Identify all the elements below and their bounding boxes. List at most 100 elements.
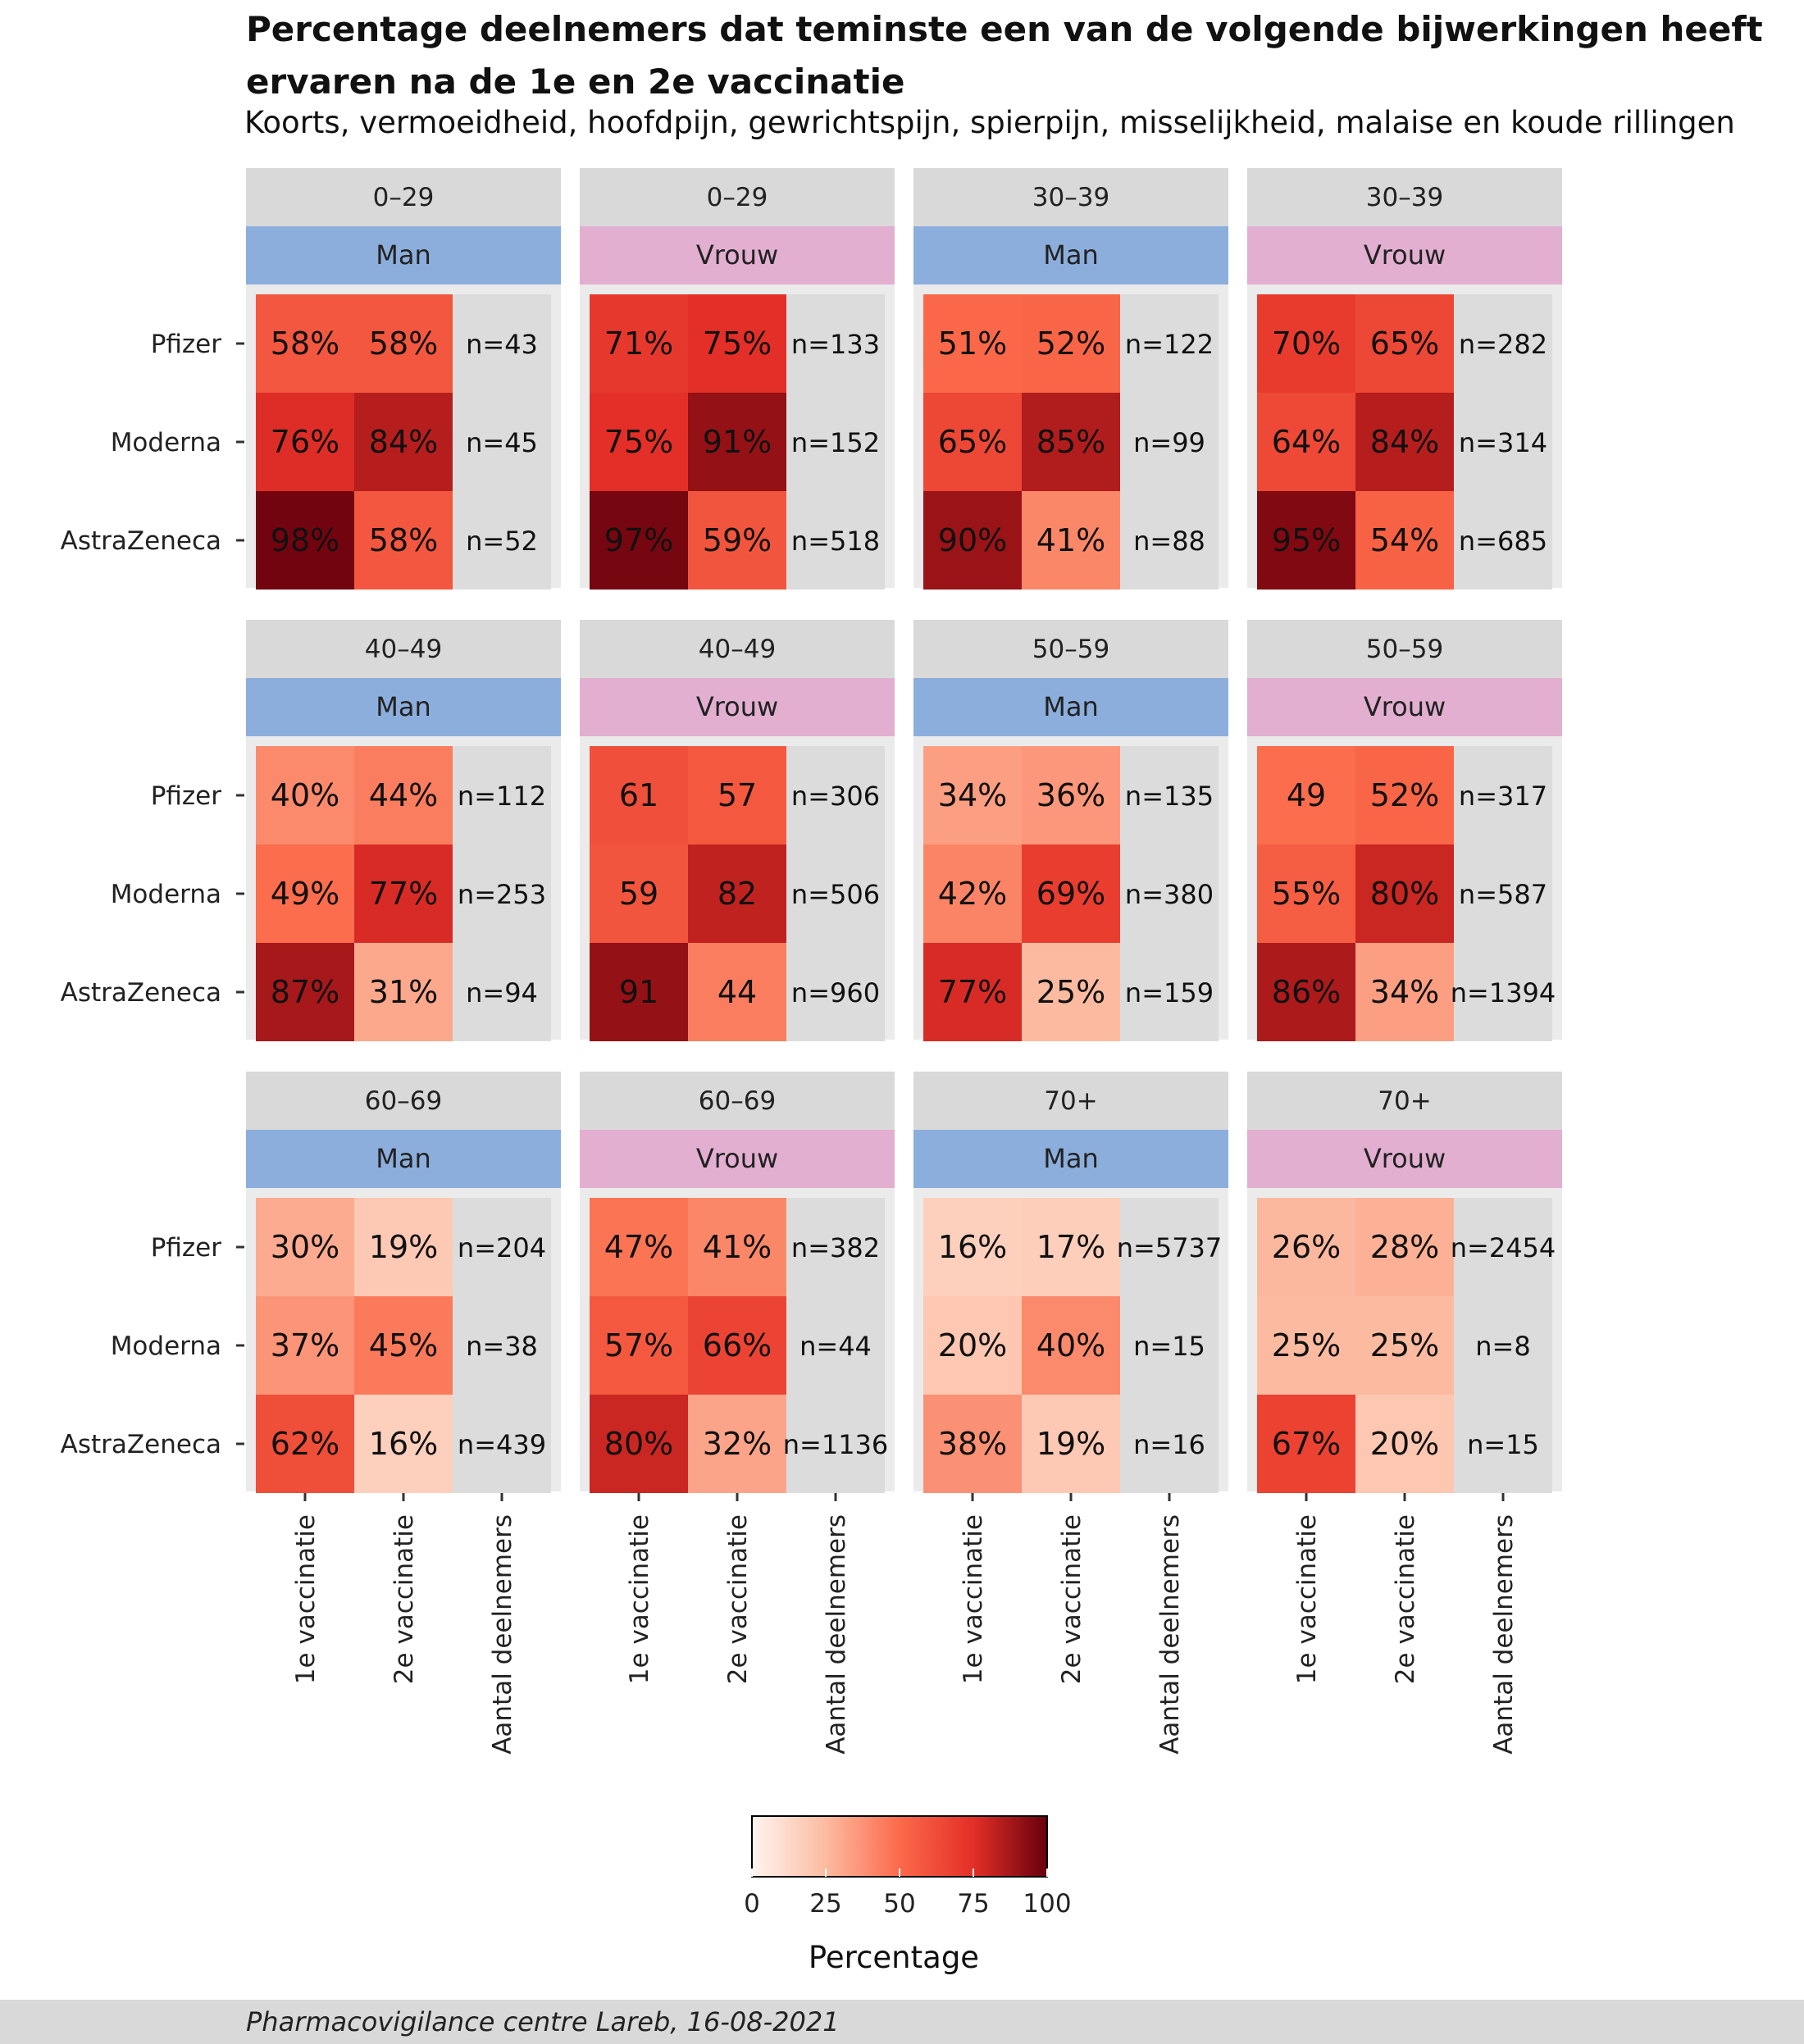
sex-strip-label: Man [1043,1143,1099,1174]
count-cell [1120,393,1219,491]
y-axis-tick-label: AstraZeneca [61,526,221,556]
count-label: n=122 [1125,329,1214,360]
legend-tick-label: 0 [744,1889,760,1919]
facet-panel: 40–49 Vrouw 61 57 n=306 59 82 n=506 91 44 n=960 [580,620,895,1041]
facet-panel: 70+ Vrouw 26% 28% n=2454 25% 25% n=8 67% 20% n=15 1… [1247,1072,1562,1755]
age-strip-label: 60–69 [365,1086,442,1116]
heat-cell [688,746,786,844]
x-axis-tick-label: 2e vaccinatie [390,1514,419,1684]
sex-strip-label: Man [376,691,431,722]
cell-value-label: 62% [271,1426,339,1462]
sex-strip [1247,678,1562,736]
cell-value-label: 76% [271,424,339,460]
facet-panel: 0–29 Man 58% 58% n=43 76% 84% n=45 98% 58% n=52 Pfi… [61,168,561,590]
count-label: n=1136 [783,1429,889,1460]
cell-value-label: 38% [938,1426,1007,1462]
cell-value-label: 85% [1036,424,1105,460]
heat-cell [923,943,1022,1041]
facet-panel: 50–59 Man 34% 36% n=135 42% 69% n=380 77% 25% n=15… [913,620,1228,1041]
count-cell [1454,1198,1552,1296]
legend-tick-label: 100 [1023,1889,1071,1919]
age-strip-label: 30–39 [1366,183,1443,212]
heat-cell [590,1296,688,1395]
count-cell [786,1296,885,1395]
cell-value-label: 44 [718,974,757,1010]
cell-value-label: 19% [1036,1426,1105,1462]
count-label: n=204 [458,1232,546,1263]
count-label: n=112 [458,781,546,812]
heat-cell [354,1296,453,1395]
count-label: n=960 [791,977,880,1008]
facet-panel: 70+ Man 16% 17% n=5737 20% 40% n=15 38% 19% n=16 1e… [913,1072,1228,1755]
count-label: n=282 [1459,329,1547,360]
count-cell [1454,943,1552,1041]
cell-value-label: 86% [1272,974,1341,1010]
cell-value-label: 58% [369,522,438,558]
sex-strip-label: Vrouw [1364,239,1446,271]
heat-cell [354,746,453,844]
heat-cell [354,943,453,1041]
heat-cell [1257,943,1355,1041]
count-label: n=314 [1459,427,1547,458]
sex-strip-label: Man [376,1143,431,1174]
age-strip [913,168,1228,226]
count-label: n=159 [1125,977,1214,1008]
count-label: n=518 [791,526,880,557]
chart-title: Percentage deelnemers dat teminste een v… [246,9,1763,102]
count-cell [1454,746,1552,844]
heat-cell [1257,1198,1355,1296]
heat-cell [1355,1198,1454,1296]
age-strip [580,1072,895,1130]
color-legend: 0 25 50 75 100 Percentage [744,1815,1072,1975]
legend-ticks: 0 25 50 75 100 [744,1869,1072,1919]
chart-subtitle: Koorts, vermoeidheid, hoofdpijn, gewrich… [244,105,1735,140]
heat-cell [256,844,354,943]
heat-cell [590,491,688,590]
sex-strip [1247,226,1562,285]
count-cell [786,491,885,590]
heat-cell [354,393,453,491]
heat-cell [1355,943,1454,1041]
count-label: n=88 [1133,526,1205,557]
heat-cell [256,294,354,393]
count-cell [453,1296,551,1395]
x-axis-tick-label: Aantal deelnemers [488,1514,517,1755]
cell-value-label: 25% [1036,974,1105,1010]
count-label: n=317 [1459,781,1547,812]
cell-value-label: 47% [604,1229,673,1265]
cell-value-label: 77% [369,876,438,912]
cell-value-label: 49% [271,876,339,912]
cell-value-label: 34% [938,777,1007,813]
x-axis-tick-label: 1e vaccinatie [959,1514,988,1684]
heat-cell [590,844,688,943]
heat-cell [256,1296,354,1395]
cell-value-label: 59 [619,876,658,912]
cell-value-label: 65% [938,424,1007,460]
cell-value-label: 90% [938,522,1007,558]
cell-value-label: 42% [938,876,1007,912]
age-strip-label: 0–29 [373,183,435,212]
count-cell [1454,294,1552,393]
heat-cell [354,844,453,943]
cell-value-label: 82 [718,876,757,912]
heat-cell [923,1395,1022,1493]
cell-value-label: 66% [703,1327,772,1363]
sex-strip [246,226,561,285]
heat-cell [688,491,786,590]
sex-strip-label: Man [376,239,431,271]
y-axis-tick-label: Moderna [111,880,221,909]
cell-value-label: 31% [369,974,438,1010]
age-strip-label: 50–59 [1366,635,1443,664]
count-label: n=382 [791,1232,880,1263]
count-label: n=45 [466,427,538,458]
sex-strip [913,226,1228,285]
cell-value-label: 26% [1272,1229,1341,1265]
count-cell [1120,294,1219,393]
cell-value-label: 91% [703,424,772,460]
count-label: n=94 [466,977,538,1008]
age-strip-label: 30–39 [1032,183,1109,212]
count-label: n=135 [1125,781,1214,812]
sex-strip-label: Vrouw [696,239,778,271]
sex-strip [580,1130,895,1188]
cell-value-label: 98% [271,522,339,558]
